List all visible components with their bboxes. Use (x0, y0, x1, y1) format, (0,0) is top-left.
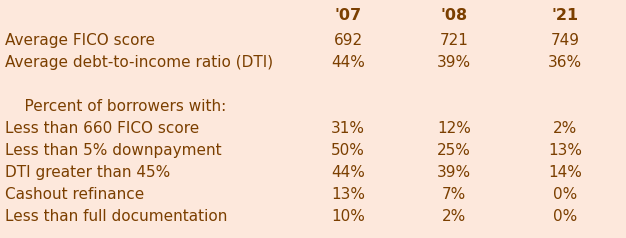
Text: 50%: 50% (331, 143, 365, 158)
Text: '21: '21 (552, 8, 578, 23)
Text: Cashout refinance: Cashout refinance (5, 187, 144, 202)
Text: 12%: 12% (437, 121, 471, 136)
Text: 39%: 39% (437, 165, 471, 180)
Text: DTI greater than 45%: DTI greater than 45% (5, 165, 170, 180)
Text: '08: '08 (441, 8, 468, 23)
Text: 2%: 2% (553, 121, 577, 136)
Text: 25%: 25% (437, 143, 471, 158)
Text: 13%: 13% (331, 187, 365, 202)
Text: 44%: 44% (331, 165, 365, 180)
Text: 721: 721 (439, 33, 468, 48)
Text: Average debt-to-income ratio (DTI): Average debt-to-income ratio (DTI) (5, 55, 273, 70)
Text: '07: '07 (334, 8, 362, 23)
Text: 31%: 31% (331, 121, 365, 136)
Text: 7%: 7% (442, 187, 466, 202)
Text: 0%: 0% (553, 209, 577, 224)
Text: Percent of borrowers with:: Percent of borrowers with: (5, 99, 226, 114)
Text: 44%: 44% (331, 55, 365, 70)
Text: 13%: 13% (548, 143, 582, 158)
Text: 0%: 0% (553, 187, 577, 202)
Text: Less than 660 FICO score: Less than 660 FICO score (5, 121, 199, 136)
Text: Less than 5% downpayment: Less than 5% downpayment (5, 143, 222, 158)
Text: Average FICO score: Average FICO score (5, 33, 155, 48)
Text: 2%: 2% (442, 209, 466, 224)
Text: 749: 749 (550, 33, 580, 48)
Text: 14%: 14% (548, 165, 582, 180)
Text: Less than full documentation: Less than full documentation (5, 209, 227, 224)
Text: 692: 692 (334, 33, 362, 48)
Text: 36%: 36% (548, 55, 582, 70)
Text: 10%: 10% (331, 209, 365, 224)
Text: 39%: 39% (437, 55, 471, 70)
